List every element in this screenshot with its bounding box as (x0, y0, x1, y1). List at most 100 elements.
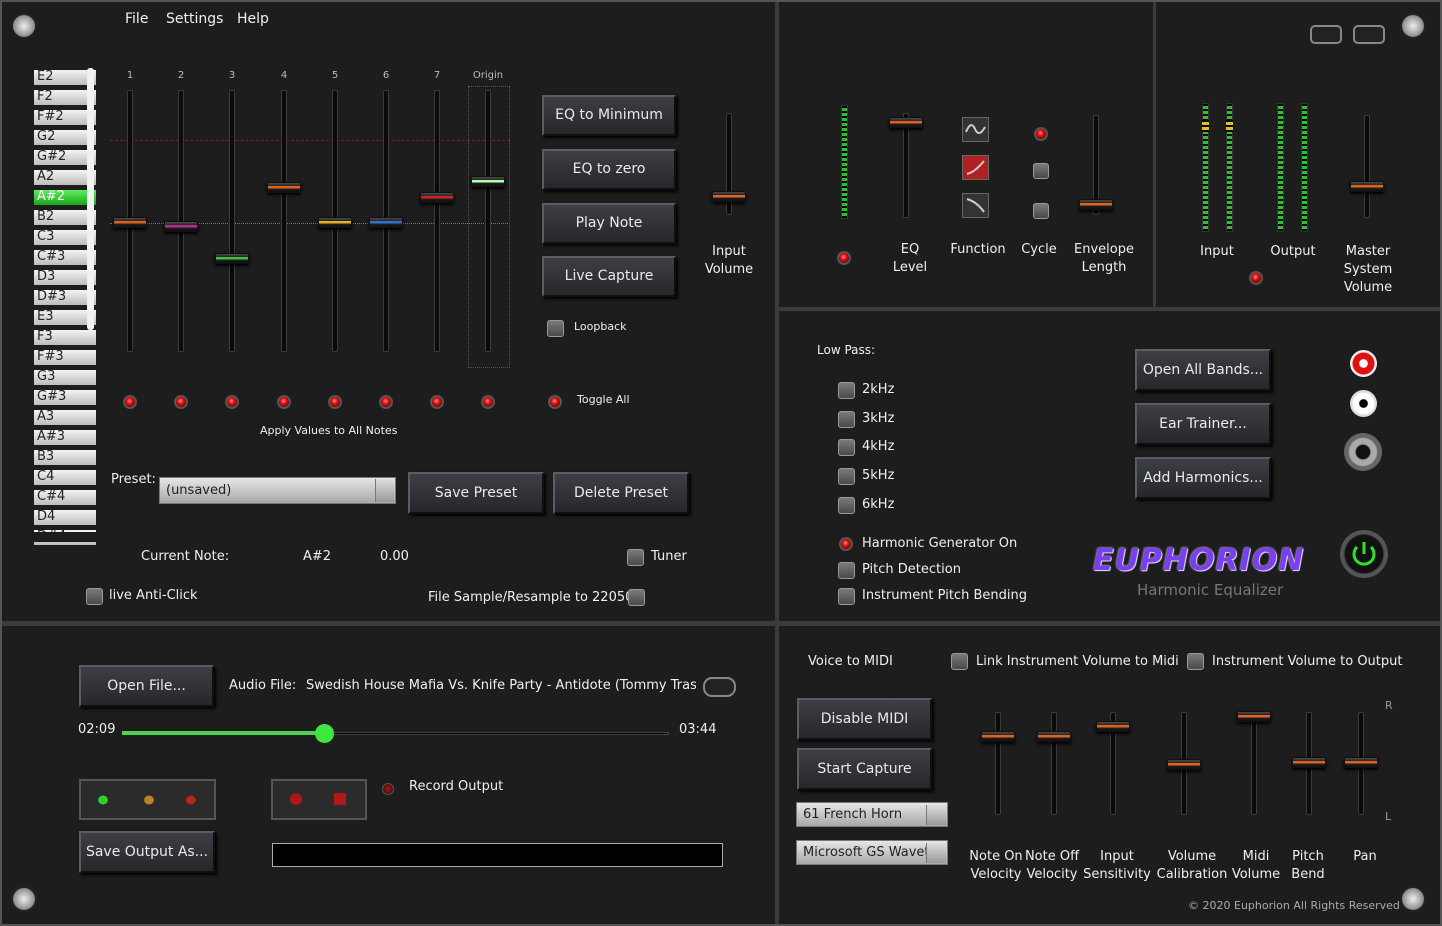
slider-thumb[interactable] (1167, 759, 1201, 770)
led[interactable] (1034, 127, 1048, 141)
checkbox[interactable] (838, 468, 855, 485)
eq-button[interactable]: EQ to zero (542, 149, 676, 190)
slider-thumb[interactable] (1292, 757, 1326, 768)
led[interactable] (837, 251, 851, 265)
slider-thumb[interactable] (318, 217, 352, 228)
led[interactable] (123, 395, 137, 409)
checkbox[interactable] (547, 320, 564, 337)
slider-thumb[interactable] (889, 117, 923, 128)
slider-thumb[interactable] (420, 192, 454, 203)
checkbox[interactable] (838, 497, 855, 514)
note-item[interactable]: A#2 (34, 190, 96, 205)
radio-icon[interactable] (1350, 390, 1377, 417)
record-button[interactable] (334, 793, 346, 805)
eq-button[interactable]: Live Capture (542, 256, 676, 297)
output-path-field[interactable] (272, 843, 723, 867)
led[interactable] (548, 395, 562, 409)
note-item[interactable]: C4 (34, 470, 96, 485)
note-item[interactable]: D3 (34, 270, 96, 285)
function-button[interactable] (962, 193, 989, 218)
checkbox[interactable] (951, 653, 968, 670)
checkbox[interactable] (628, 589, 645, 606)
progress-thumb[interactable] (315, 724, 334, 743)
note-item[interactable]: D4 (34, 510, 96, 525)
combo-arrow[interactable] (926, 843, 946, 863)
slider-thumb[interactable] (1350, 181, 1384, 192)
note-item[interactable]: F2 (34, 90, 96, 105)
checkbox[interactable] (627, 549, 644, 566)
slider-thumb[interactable] (981, 731, 1015, 742)
checkbox[interactable] (1187, 653, 1204, 670)
slider-thumb[interactable] (712, 191, 746, 202)
note-item[interactable]: A3 (34, 410, 96, 425)
cycle-toggle[interactable] (1033, 163, 1049, 179)
note-item[interactable]: E3 (34, 310, 96, 325)
tool-button[interactable]: Ear Trainer... (1135, 403, 1271, 445)
checkbox[interactable] (838, 411, 855, 428)
note-item[interactable]: G3 (34, 370, 96, 385)
open-file-button[interactable]: Open File... (79, 665, 214, 707)
led[interactable] (328, 395, 342, 409)
record-led[interactable] (382, 783, 394, 795)
preset-button[interactable]: Save Preset (408, 472, 544, 514)
radio-icon[interactable] (1344, 433, 1382, 471)
slider-thumb[interactable] (1237, 711, 1271, 722)
slider-thumb[interactable] (164, 221, 198, 232)
loop-button[interactable] (703, 677, 736, 697)
note-item[interactable]: G2 (34, 130, 96, 145)
cycle-toggle[interactable] (1033, 203, 1049, 219)
tool-button[interactable]: Open All Bands... (1135, 349, 1271, 391)
transport-button[interactable] (138, 790, 160, 810)
preset-combo[interactable]: (unsaved) (159, 477, 396, 504)
eq-button[interactable]: Play Note (542, 203, 676, 244)
checkbox[interactable] (838, 439, 855, 456)
led[interactable] (379, 395, 393, 409)
note-item[interactable]: G#3 (34, 390, 96, 405)
combo-arrow[interactable] (926, 805, 946, 825)
led[interactable] (1249, 271, 1263, 285)
note-item[interactable]: A2 (34, 170, 96, 185)
slider-thumb[interactable] (471, 176, 505, 187)
slider-thumb[interactable] (369, 217, 403, 228)
led[interactable] (430, 395, 444, 409)
led[interactable] (481, 395, 495, 409)
scrollbar[interactable] (87, 68, 94, 330)
instrument-combo[interactable]: 61 French Horn (796, 802, 948, 827)
save-output-button[interactable]: Save Output As... (79, 831, 215, 873)
note-item[interactable]: E2 (34, 70, 96, 85)
window-button[interactable] (1310, 25, 1342, 44)
record-button[interactable] (290, 793, 302, 805)
note-item[interactable]: C#4 (34, 490, 96, 505)
menu-item[interactable]: File (125, 11, 149, 27)
note-item[interactable]: A#3 (34, 430, 96, 445)
checkbox[interactable] (86, 588, 103, 605)
preset-button[interactable]: Delete Preset (553, 472, 689, 514)
window-button[interactable] (1353, 25, 1385, 44)
menu-item[interactable]: Settings (166, 11, 224, 27)
slider-thumb[interactable] (113, 217, 147, 228)
note-item[interactable]: B3 (34, 450, 96, 465)
note-item[interactable]: F#2 (34, 110, 96, 125)
checkbox[interactable] (838, 562, 855, 579)
slider-thumb[interactable] (1096, 721, 1130, 732)
radio-icon[interactable] (1350, 350, 1377, 377)
menu-item[interactable]: Help (237, 11, 269, 27)
led[interactable] (174, 395, 188, 409)
slider-thumb[interactable] (1344, 757, 1378, 768)
transport-button[interactable] (180, 790, 202, 810)
note-item[interactable]: B2 (34, 210, 96, 225)
function-button[interactable] (962, 117, 989, 142)
transport-button[interactable] (92, 790, 114, 810)
eq-button[interactable]: EQ to Minimum (542, 95, 676, 136)
midi-button[interactable]: Start Capture (797, 748, 932, 790)
function-button[interactable] (962, 155, 989, 180)
slider-thumb[interactable] (1037, 731, 1071, 742)
note-item[interactable]: F#3 (34, 350, 96, 365)
slider-thumb[interactable] (215, 253, 249, 264)
led[interactable] (277, 395, 291, 409)
midi-button[interactable]: Disable MIDI (797, 698, 932, 740)
slider-thumb[interactable] (267, 182, 301, 193)
power-button[interactable] (1340, 530, 1388, 578)
note-item[interactable]: G#2 (34, 150, 96, 165)
note-item[interactable]: C#3 (34, 250, 96, 265)
